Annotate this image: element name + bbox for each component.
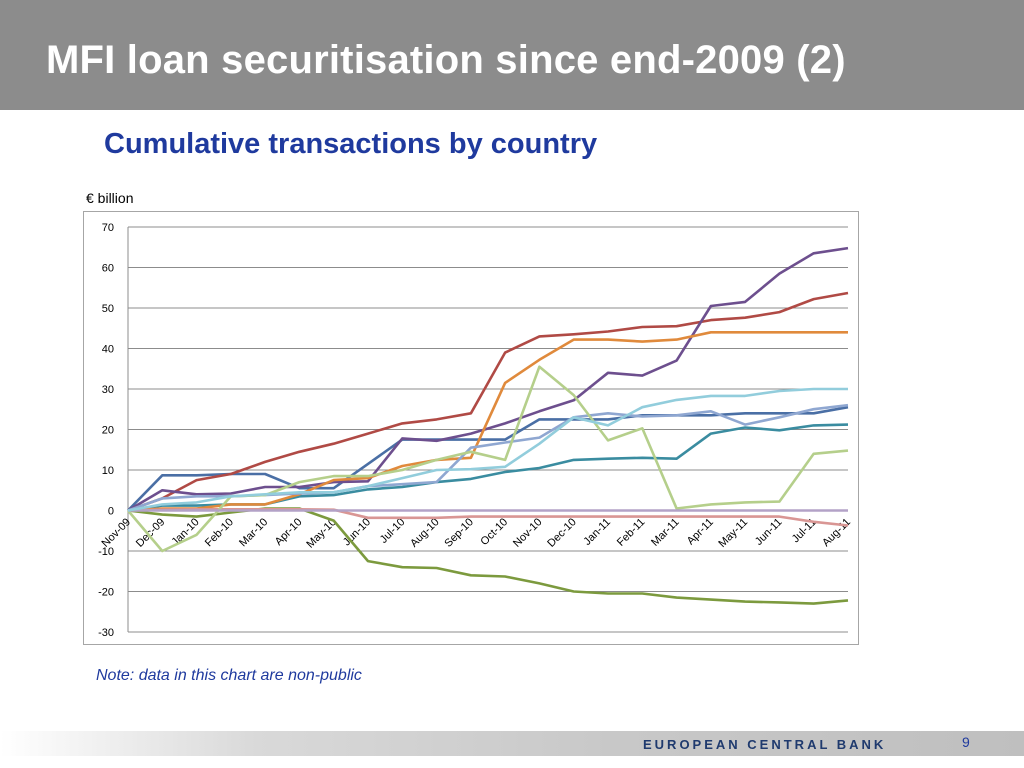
- page-number: 9: [962, 734, 970, 750]
- y-tick-label: -20: [98, 587, 114, 599]
- x-tick-label: Apr-11: [685, 516, 716, 547]
- x-tick-label: Jun-10: [341, 516, 373, 548]
- y-tick-label: 0: [108, 506, 114, 518]
- y-tick-label: 60: [102, 263, 114, 275]
- y-tick-label: 10: [102, 465, 114, 477]
- series-line-es: [127, 246, 849, 512]
- y-tick-label: 40: [102, 344, 114, 356]
- x-tick-label: Mar-10: [237, 516, 270, 549]
- y-tick-label: -30: [98, 627, 114, 639]
- series-line-ie: [127, 331, 848, 512]
- series-line-be: [127, 405, 849, 512]
- x-tick-label: Jan-11: [581, 516, 613, 548]
- x-tick-label: Feb-11: [615, 516, 648, 549]
- footer-bar: [0, 731, 1024, 756]
- x-tick-label: Jun-11: [753, 516, 785, 548]
- x-tick-label: Dec-10: [545, 516, 579, 550]
- x-tick-label: Apr-10: [273, 516, 305, 548]
- x-tick-label: Nov-10: [511, 516, 545, 550]
- series-line-pt: [127, 387, 848, 512]
- x-tick-label: Mar-11: [649, 516, 682, 549]
- x-tick-label: Jan-10: [169, 516, 201, 548]
- y-tick-label: 50: [102, 303, 114, 315]
- title-bar: MFI loan securitisation since end-2009 (…: [0, 0, 1024, 110]
- chart-note: Note: data in this chart are non-public: [96, 667, 362, 684]
- series-line-de: [127, 291, 849, 512]
- y-tick-label: 70: [102, 222, 114, 234]
- y-tick-label: -10: [98, 546, 114, 558]
- x-tick-label: Sep-10: [442, 516, 476, 550]
- x-tick-label: Aug-11: [820, 516, 853, 549]
- x-tick-label: Dec-09: [134, 516, 168, 550]
- footer-logo-text: EUROPEAN CENTRAL BANK: [643, 737, 887, 752]
- y-tick-label: 30: [102, 384, 114, 396]
- x-tick-label: Aug-10: [408, 516, 442, 550]
- y-tick-label: 20: [102, 425, 114, 437]
- slide-title: MFI loan securitisation since end-2009 (…: [46, 38, 846, 82]
- x-tick-label: Oct-10: [478, 516, 510, 548]
- chart-frame: [83, 211, 859, 645]
- chart-subtitle: Cumulative transactions by country: [104, 128, 598, 160]
- x-tick-label: May-11: [716, 516, 750, 550]
- unit-label: € billion: [86, 190, 134, 206]
- x-tick-label: Jul-10: [378, 516, 408, 546]
